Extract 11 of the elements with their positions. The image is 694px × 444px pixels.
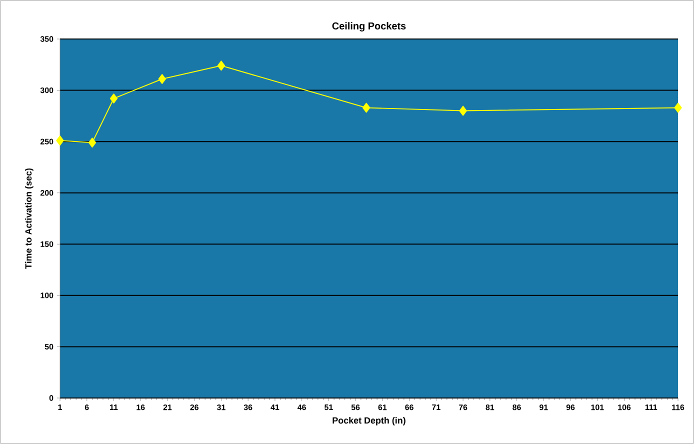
point: [459, 106, 467, 116]
point: [56, 136, 64, 146]
point: [362, 102, 370, 113]
point: [88, 138, 96, 148]
x-axis-title: Pocket Depth (in): [332, 417, 406, 426]
point: [158, 74, 166, 84]
point: [110, 94, 118, 104]
point: [674, 102, 682, 113]
y-axis-title: Time to Activation (sec): [24, 168, 34, 269]
point: [217, 60, 226, 71]
chart-title: Ceiling Pockets: [332, 22, 406, 32]
